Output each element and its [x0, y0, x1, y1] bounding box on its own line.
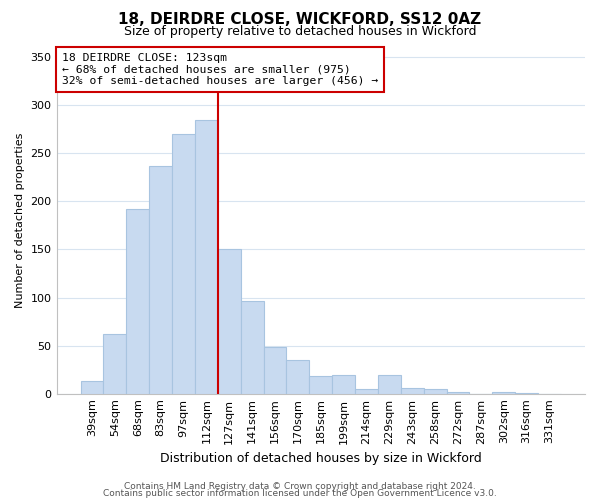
Bar: [424, 389, 446, 394]
Bar: [401, 388, 424, 394]
Bar: [172, 134, 195, 394]
Bar: [446, 392, 469, 394]
Bar: [195, 120, 218, 394]
Bar: [218, 250, 241, 394]
Bar: [103, 334, 127, 394]
Text: Contains public sector information licensed under the Open Government Licence v3: Contains public sector information licen…: [103, 488, 497, 498]
Y-axis label: Number of detached properties: Number of detached properties: [15, 133, 25, 308]
X-axis label: Distribution of detached houses by size in Wickford: Distribution of detached houses by size …: [160, 452, 482, 465]
Text: 18 DEIRDRE CLOSE: 123sqm
← 68% of detached houses are smaller (975)
32% of semi-: 18 DEIRDRE CLOSE: 123sqm ← 68% of detach…: [62, 52, 378, 86]
Bar: [515, 392, 538, 394]
Text: Contains HM Land Registry data © Crown copyright and database right 2024.: Contains HM Land Registry data © Crown c…: [124, 482, 476, 491]
Bar: [332, 376, 355, 394]
Bar: [241, 302, 263, 394]
Bar: [263, 346, 286, 394]
Bar: [378, 376, 401, 394]
Bar: [310, 376, 332, 394]
Bar: [355, 389, 378, 394]
Bar: [127, 209, 149, 394]
Bar: [493, 392, 515, 394]
Bar: [286, 360, 310, 394]
Bar: [80, 381, 103, 394]
Text: Size of property relative to detached houses in Wickford: Size of property relative to detached ho…: [124, 25, 476, 38]
Bar: [149, 166, 172, 394]
Text: 18, DEIRDRE CLOSE, WICKFORD, SS12 0AZ: 18, DEIRDRE CLOSE, WICKFORD, SS12 0AZ: [118, 12, 482, 28]
